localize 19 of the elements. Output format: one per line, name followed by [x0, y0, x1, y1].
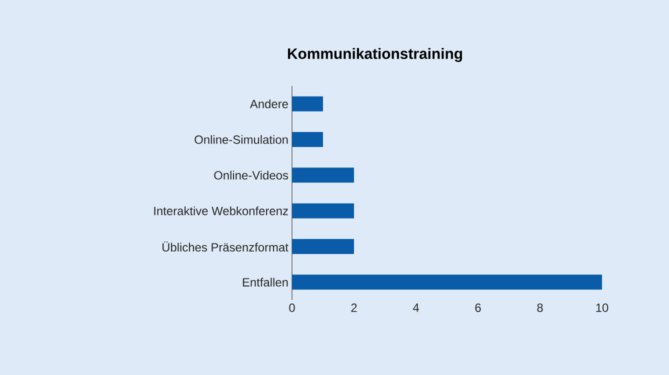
x-tick-label: 10 [596, 304, 608, 312]
x-tick-label: 0 [289, 304, 295, 312]
y-tick-label: Andere [250, 99, 288, 108]
bar [292, 96, 324, 112]
x-tick-label: 6 [475, 304, 481, 312]
x-tick-label: 8 [537, 304, 543, 312]
y-tick-label: Online-Videos [214, 170, 288, 180]
y-tick-label: Online-Simulation [194, 135, 288, 144]
bar [292, 168, 354, 183]
y-tick-label: Übliches Präsenzformat [162, 241, 288, 252]
y-tick-label: Entfallen [242, 278, 288, 287]
x-tick-label: 2 [351, 304, 357, 312]
bar [292, 132, 324, 147]
x-tick-label: 4 [412, 304, 419, 312]
bar [292, 239, 354, 254]
chart-title: Kommunikationstraining [288, 48, 462, 62]
bar [292, 274, 602, 290]
y-tick-label: Interaktive Webkonferenz [154, 206, 288, 216]
bar [292, 203, 354, 218]
